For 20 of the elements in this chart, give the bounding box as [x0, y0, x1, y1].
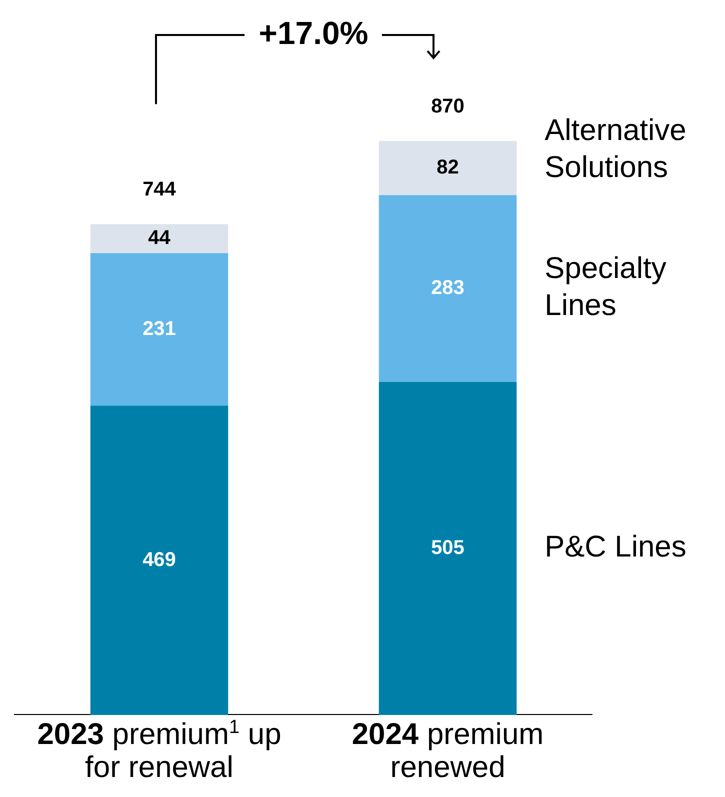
- x-tick-label: 2024 premium renewed: [352, 718, 544, 784]
- bar: [378, 141, 517, 196]
- data-label: 505: [431, 536, 464, 559]
- bar: [90, 224, 228, 254]
- bar: [90, 406, 228, 715]
- data-label: 82: [436, 156, 459, 179]
- data-label: 283: [431, 276, 464, 299]
- data-label: 44: [148, 227, 172, 250]
- series-label: Alternative Solutions: [544, 114, 686, 184]
- x-tick-label: 2023 premium$^{1}$ up for renewal: [37, 717, 282, 784]
- bar: [378, 195, 517, 382]
- data-label: 469: [142, 548, 176, 571]
- series-label: P&C Lines: [544, 530, 686, 564]
- text: +17.0%: [258, 14, 368, 51]
- data-label: 231: [142, 318, 176, 340]
- total-label: 744: [142, 178, 177, 201]
- series-label: Specialty Lines: [544, 252, 666, 322]
- total-label: 870: [431, 96, 464, 118]
- bar: [90, 253, 228, 406]
- bar: [378, 382, 517, 715]
